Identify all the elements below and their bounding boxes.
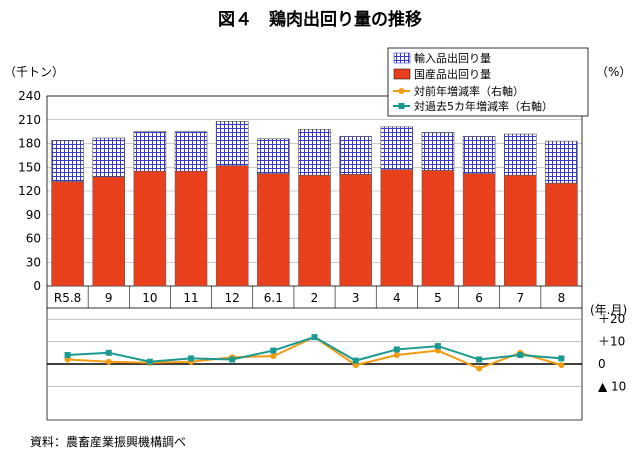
top-plot-frame	[46, 95, 583, 309]
bar-import	[215, 121, 249, 166]
bar-domestic	[504, 174, 537, 287]
x-tick-label: 7	[516, 291, 524, 305]
top-y-tick-label: 90	[26, 208, 41, 222]
top-y-tick-label: 60	[26, 232, 41, 246]
bottom-y-tick-label: ▲ 10	[598, 379, 626, 393]
bar-domestic	[215, 165, 249, 287]
top-y-tick-label: 30	[26, 255, 41, 269]
bar-domestic	[339, 174, 372, 287]
x-tick-label: 5	[434, 291, 442, 305]
y-unit-label: （千トン）	[4, 65, 64, 79]
point-yoy	[393, 352, 400, 359]
bar-domestic	[92, 176, 125, 287]
bar-domestic	[51, 181, 84, 287]
point-yoy	[476, 365, 483, 372]
x-tick-label: R5.8	[54, 291, 81, 305]
legend-label-5yr: 対過去5カ年増減率（右軸）	[414, 99, 553, 113]
top-y-tick-label: 120	[18, 184, 41, 198]
bar-import	[421, 132, 455, 171]
source-note: 資料：農畜産業振興機構調べ	[30, 434, 186, 449]
top-y-tick-label: 240	[18, 89, 41, 103]
legend-marker-yoy	[398, 88, 405, 94]
legend-swatch-import	[393, 52, 411, 64]
top-y-tick-label: 150	[18, 160, 41, 174]
x-tick-label: 6.1	[264, 291, 283, 305]
point-5yr	[517, 352, 524, 359]
x-tick-label: 4	[393, 291, 401, 305]
x-tick-label: 12	[225, 291, 240, 305]
bar-import	[380, 126, 414, 170]
bar-import	[545, 140, 578, 184]
legend-swatch-domestic	[393, 68, 411, 80]
point-5yr	[270, 347, 277, 354]
bar-domestic	[462, 173, 496, 287]
bar-import	[298, 128, 331, 176]
bar-import	[133, 131, 167, 172]
line-5yr	[67, 336, 562, 363]
point-5yr	[188, 355, 195, 362]
bottom-y-tick-label: 0	[598, 357, 606, 371]
point-yoy	[270, 353, 277, 360]
point-5yr	[105, 349, 112, 356]
bar-import	[503, 133, 537, 176]
point-5yr	[229, 356, 236, 363]
bar-domestic	[298, 174, 331, 287]
bar-domestic	[174, 170, 208, 287]
bar-domestic	[380, 169, 414, 287]
legend: 輸入品出回り量 国産品出回り量 対前年増減率（右軸） 対過去5カ年増減率（右軸）	[387, 47, 589, 117]
x-tick-label: 6	[475, 291, 483, 305]
top-y-tick-label: 180	[18, 137, 41, 151]
bar-import	[339, 136, 372, 175]
bottom-y-tick-label: ＋10	[598, 335, 625, 349]
legend-label-yoy: 対前年増減率（右軸）	[414, 84, 524, 98]
point-5yr	[146, 358, 153, 365]
x-tick-label: 3	[352, 291, 360, 305]
x-unit-label: (年.月)	[590, 303, 627, 317]
legend-marker-5yr	[398, 103, 405, 109]
x-tick-label: 10	[142, 291, 157, 305]
right-unit-label: （%）	[596, 65, 631, 79]
bar-import	[174, 131, 208, 172]
point-5yr	[64, 352, 71, 359]
chart-title: 図４ 鶏肉出回り量の推移	[218, 9, 422, 30]
bar-domestic	[421, 170, 455, 287]
x-tick-label: 2	[311, 291, 319, 305]
legend-box	[387, 47, 589, 117]
top-y-tick-label: 0	[33, 279, 41, 293]
bar-domestic	[545, 182, 578, 287]
point-5yr	[476, 356, 483, 363]
legend-label-import: 輸入品出回り量	[414, 51, 491, 65]
top-y-tick-label: 210	[18, 113, 41, 127]
point-5yr	[434, 343, 441, 350]
x-tick-label: 8	[558, 291, 566, 305]
point-5yr	[352, 357, 359, 364]
point-5yr	[558, 355, 565, 362]
bar-import	[92, 137, 126, 178]
x-tick-label: 11	[183, 291, 198, 305]
point-5yr	[311, 334, 318, 341]
bar-import	[51, 140, 84, 182]
bar-import	[257, 138, 290, 174]
bar-domestic	[133, 170, 167, 287]
point-5yr	[393, 346, 400, 353]
point-yoy	[105, 358, 112, 365]
x-tick-label: 9	[105, 291, 113, 305]
bar-import	[462, 136, 496, 174]
bar-domestic	[257, 173, 290, 287]
bottom-y-tick-label: ＋20	[598, 312, 625, 326]
legend-label-domestic: 国産品出回り量	[414, 67, 491, 81]
point-yoy	[558, 362, 565, 369]
